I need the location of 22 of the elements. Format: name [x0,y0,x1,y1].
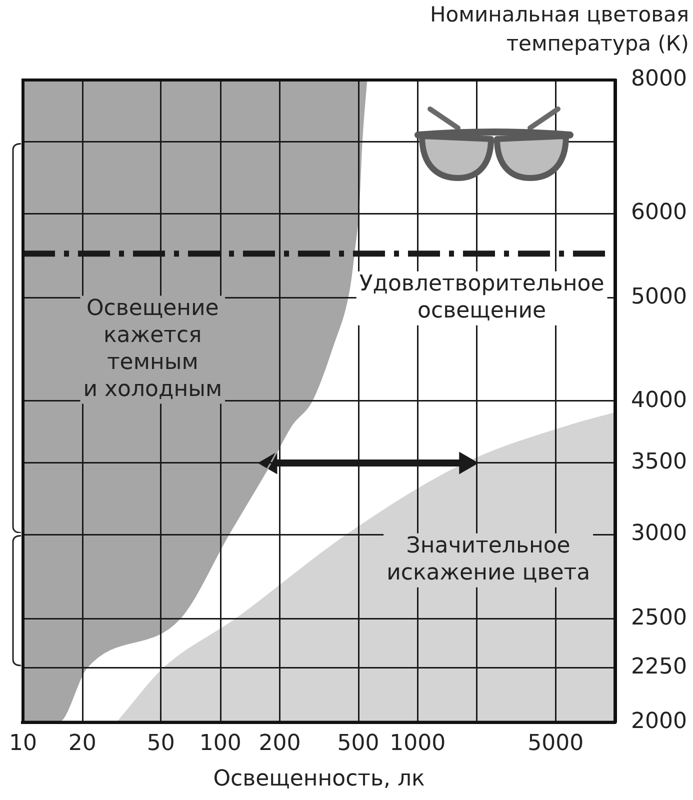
y-tick-label: 3500 [631,450,687,475]
annotation: Значительное искажение цвета [386,534,590,586]
x-tick-label: 50 [146,731,175,756]
y-tick-label: 4000 [631,388,687,413]
y-tick-label: 2500 [631,606,687,631]
x-tick-label: 5000 [528,731,584,756]
x-tick-label: 20 [68,731,96,756]
y-tick-label: 6000 [631,200,687,225]
x-tick-label: 500 [337,731,380,756]
x-tick-label: 200 [258,731,301,756]
y-axis-title: Номинальная цветовая температура (К) [430,2,689,56]
annotation: Удовлетворительное освещение [359,272,604,324]
annotation: Освещение кажется темным и холодным [83,296,222,402]
y-tick-label: 2250 [631,654,687,680]
x-tick-label: 100 [199,731,242,756]
y-tick-label: 5000 [631,284,687,310]
x-axis-title: Освещенность, лк [213,766,425,792]
y-tick-label: 3000 [631,521,687,546]
y-tick-label: 8000 [631,66,687,92]
x-tick-label: 1000 [390,731,446,756]
y-tick-label: 2000 [631,708,687,734]
x-tick-label: 10 [8,731,37,756]
